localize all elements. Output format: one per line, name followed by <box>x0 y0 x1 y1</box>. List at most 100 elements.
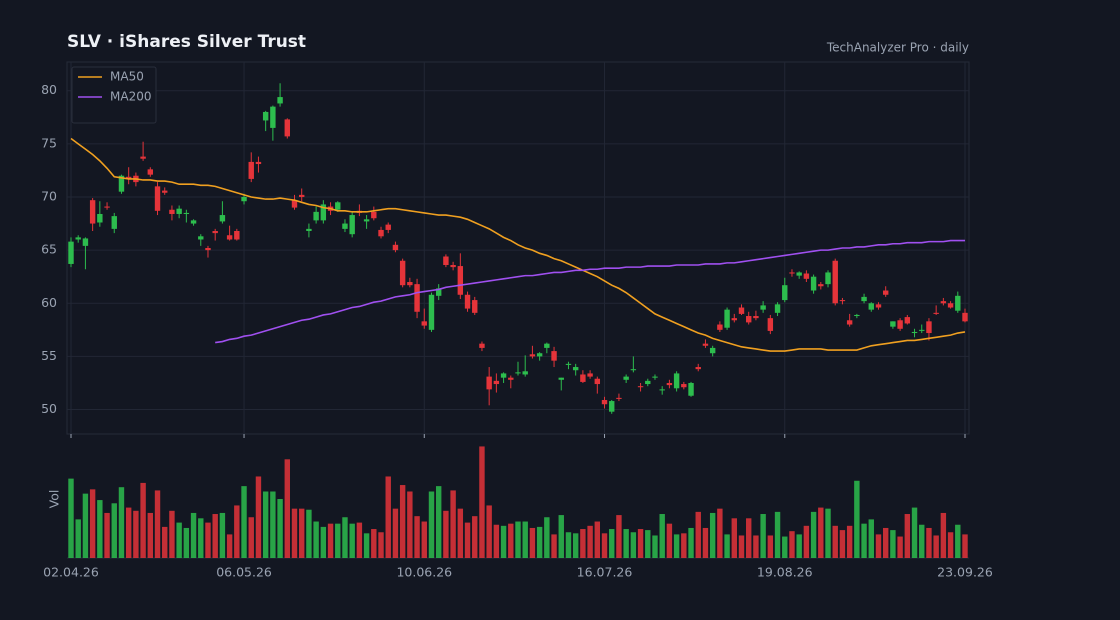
volume-bar <box>897 536 903 558</box>
volume-bar <box>385 476 391 558</box>
candle-body <box>255 161 262 165</box>
candle-body <box>868 303 874 310</box>
x-tick-label: 16.07.26 <box>577 565 633 580</box>
volume-bar <box>176 522 182 558</box>
chart-title: SLV · iShares Silver Trust <box>67 32 306 52</box>
volume-bar <box>933 535 939 558</box>
volume-bar <box>248 517 254 558</box>
candle-body <box>695 367 701 370</box>
candle-body <box>450 265 456 268</box>
volume-bar <box>190 512 197 558</box>
volume-bar <box>342 517 348 558</box>
candle-body <box>176 208 182 214</box>
volume-bar <box>154 490 161 558</box>
candle-body <box>378 229 384 237</box>
volume-bar <box>558 515 564 558</box>
candle-body <box>399 260 406 286</box>
candle-body <box>673 373 680 389</box>
candle-body <box>68 241 74 264</box>
candle-body <box>205 248 211 251</box>
volume-bar <box>428 491 435 558</box>
candle-body <box>414 284 420 312</box>
candle-body <box>486 376 492 390</box>
volume-bar <box>457 508 464 558</box>
candle-body <box>659 389 665 391</box>
candle-body <box>587 373 593 377</box>
candle-body <box>609 401 615 412</box>
candle-body <box>825 272 831 285</box>
volume-bar <box>291 508 298 558</box>
volume-bar <box>652 535 658 558</box>
candle-body <box>926 321 932 334</box>
volume-bar <box>392 508 399 558</box>
volume-bar <box>623 529 629 558</box>
volume-bar <box>515 521 521 558</box>
volume-bar <box>435 486 442 558</box>
volume-bar <box>414 516 420 558</box>
volume-bar <box>111 503 117 558</box>
candle-body <box>760 305 766 310</box>
volume-bar <box>104 512 110 558</box>
candle-body <box>919 329 925 331</box>
candle-body <box>724 309 730 328</box>
candle-body <box>767 318 774 331</box>
candle-body <box>457 266 464 295</box>
volume-bar <box>572 533 579 558</box>
volume-bar <box>962 534 968 558</box>
volume-bar <box>169 510 175 558</box>
volume-bar <box>140 482 146 558</box>
volume-bar <box>226 534 233 558</box>
candle-body <box>428 294 435 330</box>
candle-body <box>709 347 716 354</box>
candle-body <box>212 230 218 234</box>
candle-body <box>882 290 889 295</box>
volume-bar <box>162 526 168 558</box>
candle-body <box>154 186 161 211</box>
candle-body <box>666 382 673 386</box>
candle-body <box>190 220 197 224</box>
candle-body <box>897 320 903 329</box>
volume-bar <box>673 534 680 558</box>
candle-body <box>407 282 413 286</box>
volume-bar <box>349 523 355 558</box>
volume-bar <box>565 532 572 558</box>
volume-bar <box>544 517 550 558</box>
candle-body <box>270 106 276 128</box>
x-tick-label: 02.04.26 <box>43 565 99 580</box>
legend-label: MA200 <box>110 90 151 104</box>
candle-body <box>832 260 838 304</box>
x-tick-label: 19.08.26 <box>757 565 813 580</box>
candle-body <box>702 343 709 346</box>
volume-bar <box>738 535 745 558</box>
candle-body <box>183 212 190 214</box>
volume-bar <box>407 491 413 558</box>
volume-bar <box>911 507 918 558</box>
candle-body <box>839 300 846 302</box>
candle-body <box>544 343 550 348</box>
candle-body <box>493 380 500 385</box>
candle-body <box>335 202 341 210</box>
volume-bar <box>955 524 961 558</box>
volume-bar <box>832 525 838 558</box>
volume-bar <box>508 523 514 558</box>
candle-body <box>890 321 896 327</box>
y-tick-label: 55 <box>41 348 57 363</box>
candle-body <box>262 111 269 121</box>
volume-bar <box>695 511 701 558</box>
candle-body <box>342 223 348 229</box>
legend-label: MA50 <box>110 70 144 84</box>
candle-body <box>277 97 283 104</box>
candle-body <box>580 374 586 382</box>
candle-body <box>810 276 817 291</box>
candle-body <box>594 378 601 385</box>
ma-line <box>215 239 965 344</box>
volume-bar <box>630 532 637 558</box>
candle-body <box>630 369 637 371</box>
candle-body <box>500 373 507 378</box>
volume-bar <box>767 535 774 558</box>
volume-bar <box>68 478 74 558</box>
candle-body <box>313 211 319 221</box>
candle-body <box>508 377 514 380</box>
candle-body <box>385 224 391 230</box>
